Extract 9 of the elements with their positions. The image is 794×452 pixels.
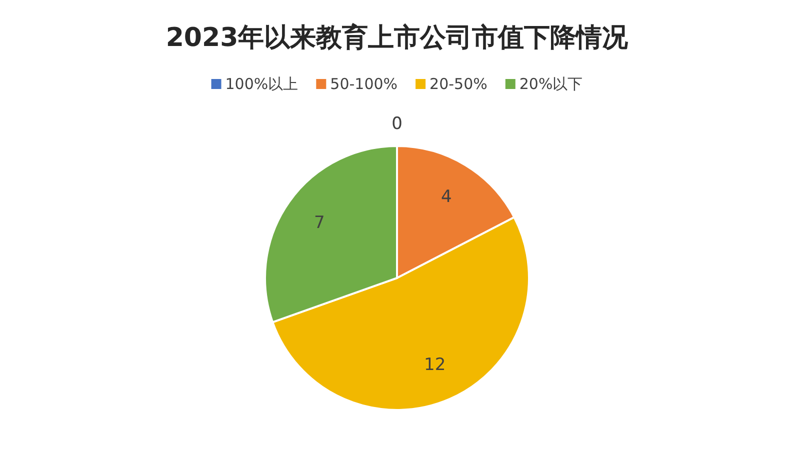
- text: 0: [392, 114, 402, 134]
- data-label: 7: [314, 213, 325, 234]
- data-label: 12: [424, 355, 446, 376]
- data-label: 4: [440, 186, 452, 207]
- legend-label: 50-100%: [330, 75, 398, 93]
- legend-label: 20-50%: [430, 75, 488, 93]
- legend-label: 20%以下: [519, 75, 583, 93]
- legend-label: 100%以上: [225, 75, 298, 93]
- chart-title: 2023年以来教育上市公司市值下降情况: [166, 22, 630, 53]
